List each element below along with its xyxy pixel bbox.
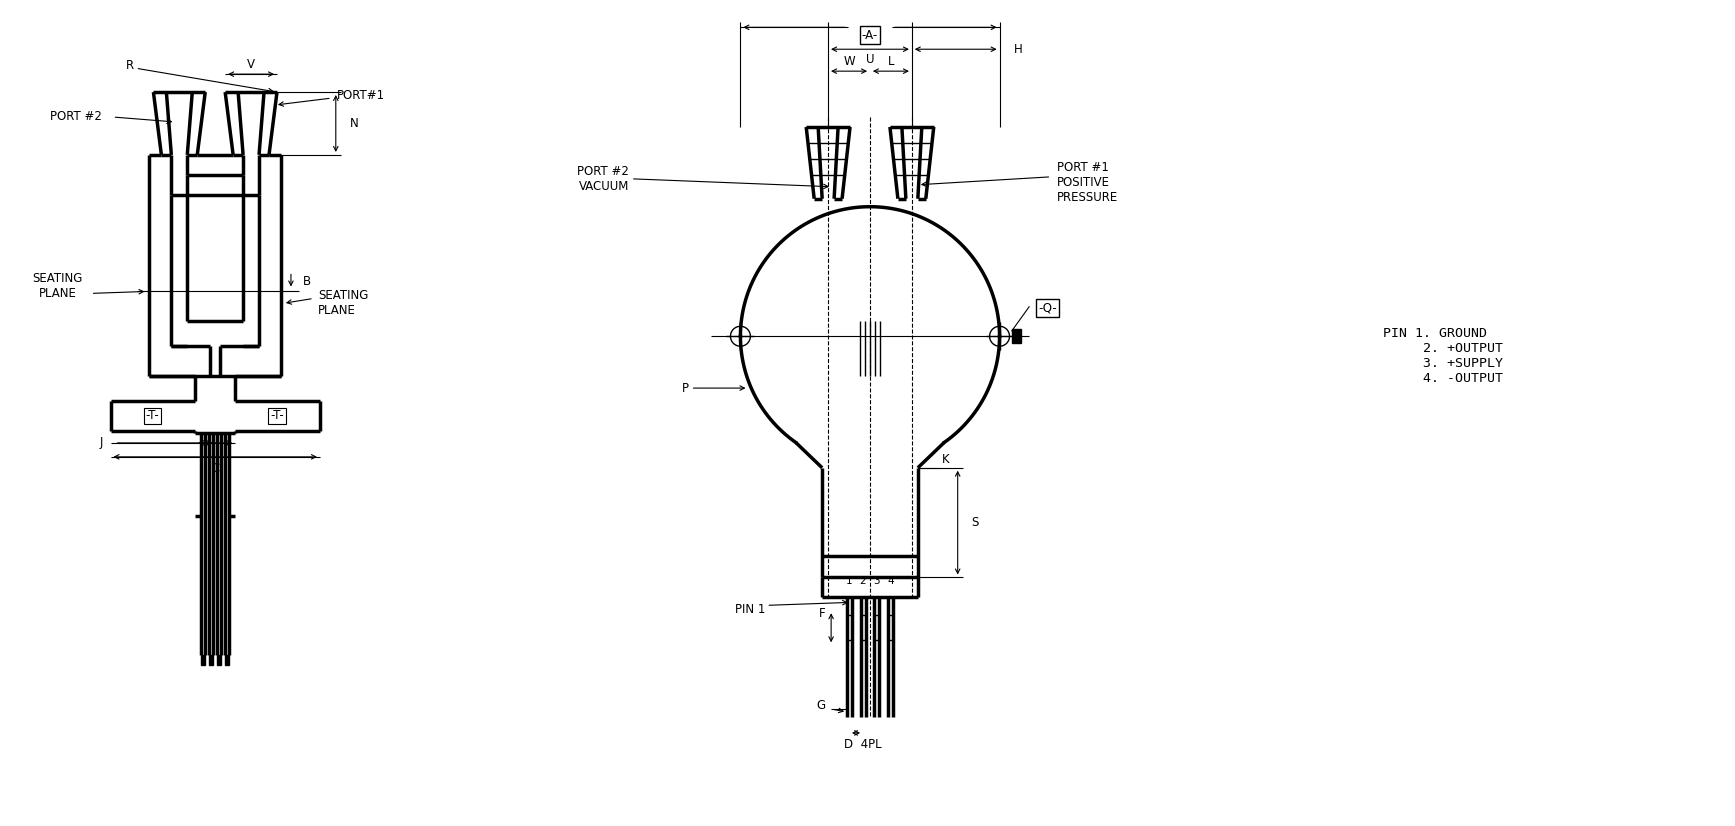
Text: 3: 3 [874, 577, 880, 586]
Text: V: V [246, 58, 255, 71]
Bar [226, 655, 229, 665]
Text: SEATING
PLANE: SEATING PLANE [318, 289, 368, 317]
Text: PIN 1: PIN 1 [736, 603, 765, 616]
Text: 4: 4 [888, 577, 894, 586]
Text: U: U [866, 53, 874, 66]
Text: G: G [815, 699, 826, 711]
Text: K: K [942, 453, 949, 467]
Text: PORT#1: PORT#1 [337, 88, 385, 102]
Text: N: N [350, 117, 359, 131]
Text: R: R [127, 59, 135, 72]
Bar [217, 655, 220, 665]
Text: J: J [99, 436, 102, 449]
Bar [1012, 330, 1022, 344]
Text: -T-: -T- [271, 410, 285, 422]
Text: PORT #2
VACUUM: PORT #2 VACUUM [578, 165, 628, 192]
Text: F: F [819, 607, 826, 620]
Text: PORT #2: PORT #2 [50, 111, 102, 124]
Text: L: L [888, 55, 894, 68]
Text: 1: 1 [845, 577, 852, 586]
Text: D  4PL: D 4PL [845, 738, 881, 752]
Text: S: S [972, 516, 979, 529]
Bar [210, 655, 213, 665]
Text: PORT #1
POSITIVE
PRESSURE: PORT #1 POSITIVE PRESSURE [1057, 161, 1119, 204]
Text: PIN 1. GROUND
     2. +OUTPUT
     3. +SUPPLY
     4. -OUTPUT: PIN 1. GROUND 2. +OUTPUT 3. +SUPPLY 4. -… [1383, 327, 1503, 385]
Text: H: H [1013, 43, 1022, 55]
Text: -Q-: -Q- [1038, 301, 1057, 315]
Text: B: B [304, 275, 311, 288]
Text: -T-: -T- [146, 410, 160, 422]
Text: C: C [212, 463, 219, 475]
Bar [201, 655, 205, 665]
Text: -A-: -A- [862, 29, 878, 42]
Text: 2: 2 [861, 577, 866, 586]
Text: W: W [843, 55, 855, 68]
Text: P: P [682, 382, 689, 395]
Text: SEATING
PLANE: SEATING PLANE [33, 273, 83, 301]
